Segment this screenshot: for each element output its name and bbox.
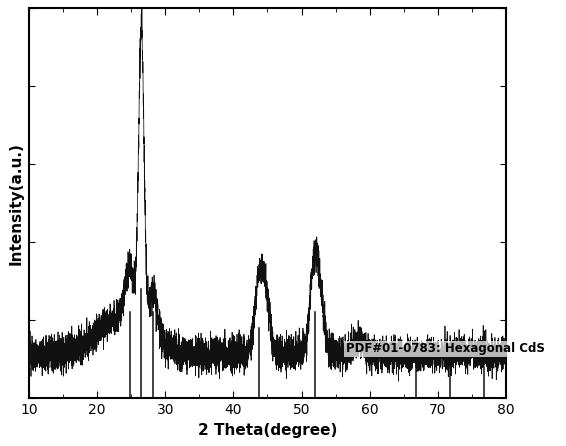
- X-axis label: 2 Theta(degree): 2 Theta(degree): [198, 423, 337, 438]
- Y-axis label: Intensity(a.u.): Intensity(a.u.): [8, 142, 23, 265]
- Text: PDF#01-0783: Hexagonal CdS: PDF#01-0783: Hexagonal CdS: [346, 343, 544, 355]
